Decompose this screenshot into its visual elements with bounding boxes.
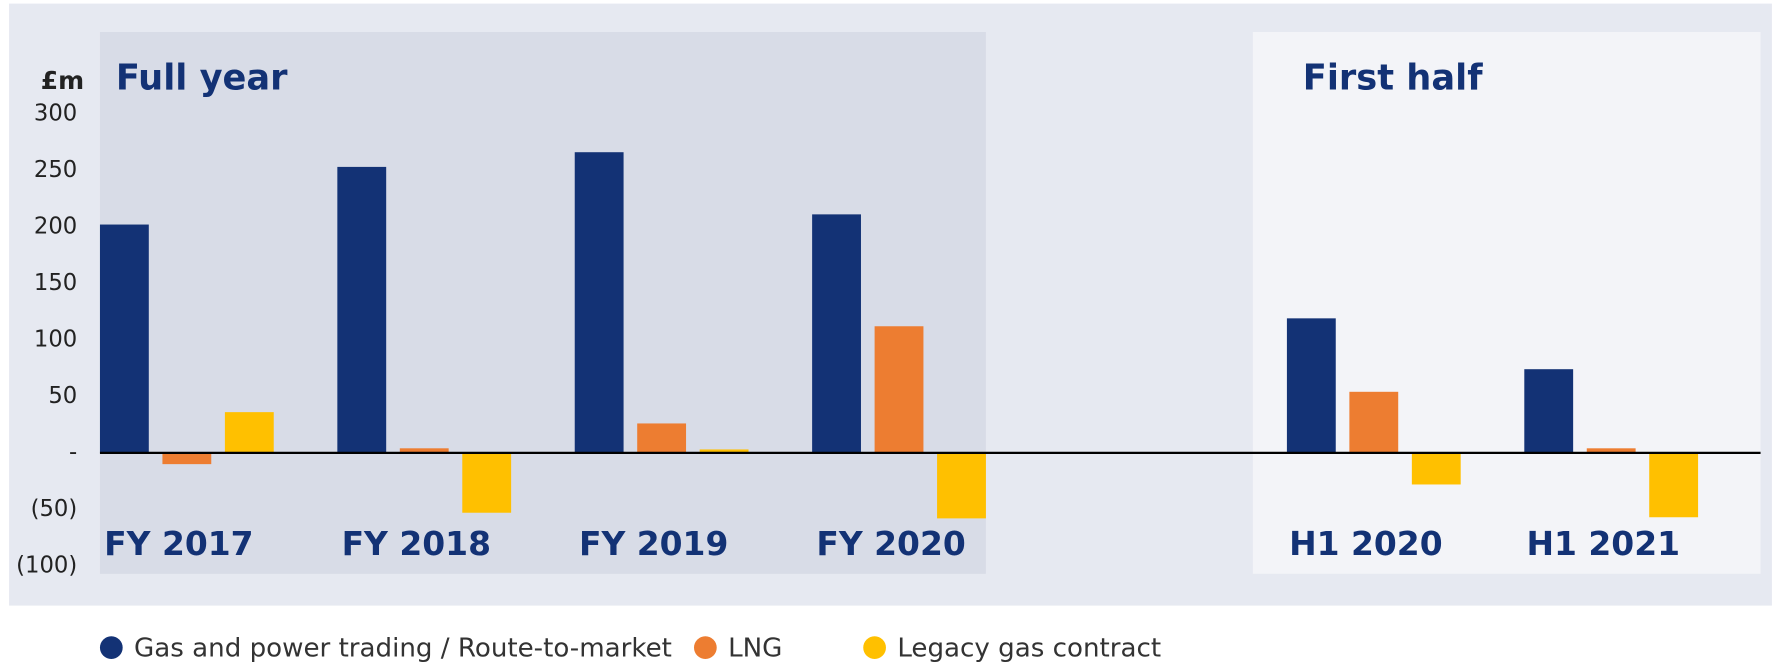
y-tick-label: 250 xyxy=(34,157,77,183)
bar xyxy=(637,423,687,453)
x-tick-label: H1 2021 xyxy=(1526,524,1680,563)
bar xyxy=(1411,452,1461,485)
bar xyxy=(1649,452,1699,518)
bar xyxy=(699,449,749,453)
section-label: First half xyxy=(1303,58,1483,99)
x-tick-label: FY 2019 xyxy=(579,524,728,563)
legend-label: Legacy gas contract xyxy=(897,633,1161,663)
bar xyxy=(462,452,512,513)
y-tick-label: (50) xyxy=(31,496,78,522)
y-tick-label: - xyxy=(69,439,77,465)
bar xyxy=(1286,318,1336,453)
bar xyxy=(937,452,986,519)
y-tick-label: 300 xyxy=(34,100,77,126)
y-tick-label: 150 xyxy=(34,270,77,296)
legend-label: LNG xyxy=(728,633,782,663)
y-tick-label: (100) xyxy=(16,552,77,578)
y-tick-label: 100 xyxy=(34,326,77,352)
y-tick-label: 50 xyxy=(48,383,77,409)
bar xyxy=(1586,448,1636,453)
x-tick-label: H1 2020 xyxy=(1289,524,1443,563)
x-tick-label: FY 2018 xyxy=(342,524,491,563)
bar xyxy=(399,448,449,453)
bar xyxy=(224,412,274,453)
bar xyxy=(337,166,387,453)
bar xyxy=(874,326,924,453)
section-label: Full year xyxy=(116,58,288,99)
bar xyxy=(99,224,149,453)
legend-swatch xyxy=(863,636,886,659)
bar xyxy=(162,452,212,465)
legend-label: Gas and power trading / Route-to-market xyxy=(134,633,672,663)
x-tick-label: FY 2017 xyxy=(104,524,253,563)
legend-swatch xyxy=(99,636,123,659)
bar xyxy=(1349,391,1399,453)
bar xyxy=(1524,369,1574,453)
legend-swatch xyxy=(693,636,717,659)
x-tick-label: FY 2020 xyxy=(816,524,965,563)
bar xyxy=(574,152,624,453)
y-tick-label: 200 xyxy=(34,213,77,239)
y-axis-label: £m xyxy=(41,66,84,95)
bar xyxy=(812,214,861,453)
